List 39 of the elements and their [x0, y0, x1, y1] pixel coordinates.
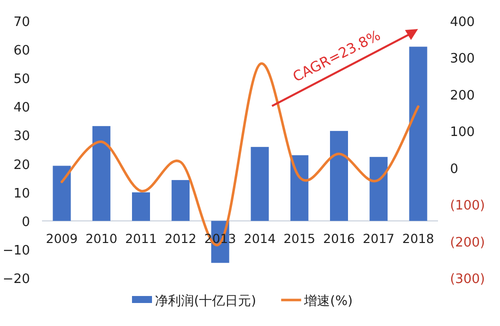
bar	[290, 155, 308, 221]
bar	[92, 126, 110, 221]
x-tick-label: 2009	[46, 230, 78, 246]
y2-tick-label: (200)	[450, 235, 485, 250]
y2-tick-label: 300	[450, 52, 475, 67]
y-tick-label: −10	[2, 243, 30, 258]
y2-tick-label: (300)	[450, 272, 485, 287]
x-tick-label: 2016	[323, 230, 355, 246]
x-tick-label: 2015	[283, 230, 316, 246]
bar	[132, 192, 150, 221]
y-tick-label: 20	[13, 158, 30, 173]
y-tick-label: 10	[13, 186, 30, 202]
x-tick-label: 2018	[402, 230, 434, 246]
y2-tick-label: 200	[450, 88, 475, 104]
bar	[370, 156, 388, 221]
bar	[409, 46, 428, 221]
bar	[172, 180, 190, 221]
bar	[330, 130, 348, 221]
y-tick-label: 60	[13, 44, 30, 59]
y-tick-label: −20	[2, 272, 30, 287]
y-tick-label: 40	[13, 100, 30, 116]
y-tick-label: 0	[22, 214, 30, 230]
y-tick-label: 50	[13, 72, 30, 88]
y2-tick-label: (100)	[450, 198, 485, 214]
x-tick-label: 2010	[85, 230, 118, 246]
y-tick-label: 30	[13, 129, 30, 144]
legend-label: 增速(%)	[303, 294, 353, 309]
y2-tick-label: 0	[450, 162, 458, 177]
bar	[250, 146, 269, 221]
x-tick-label: 2013	[204, 230, 236, 246]
y2-tick-label: 100	[450, 125, 475, 140]
x-tick-label: 2014	[244, 230, 276, 246]
y-tick-label: 70	[13, 15, 30, 30]
x-tick-label: 2012	[164, 230, 197, 246]
x-tick-label: 2017	[362, 230, 395, 246]
legend-label: 净利润(十亿日元)	[155, 294, 256, 309]
bar	[52, 166, 71, 221]
y2-tick-label: 400	[450, 15, 475, 30]
x-tick-label: 2011	[125, 230, 157, 246]
